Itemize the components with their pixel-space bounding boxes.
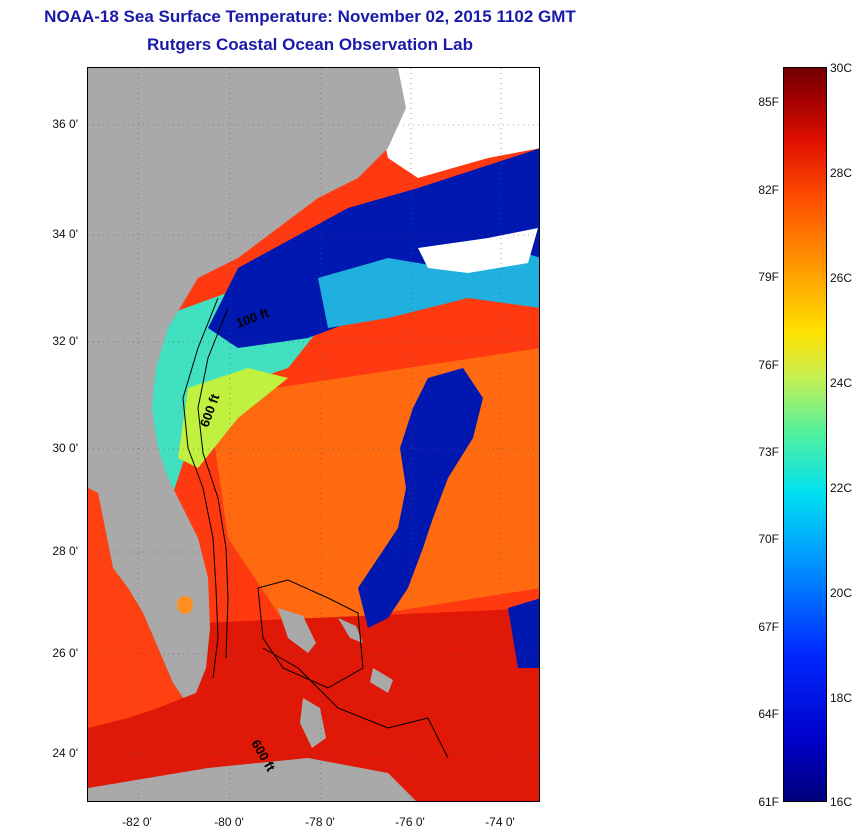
lon-label-74: -74 0' bbox=[485, 815, 515, 829]
isobath-contour bbox=[182, 297, 219, 679]
lat-label-32: 32 0' bbox=[52, 334, 78, 348]
bahamas-island bbox=[278, 608, 316, 653]
colorbar-f-label: 70F bbox=[758, 532, 779, 546]
lat-label-34: 34 0' bbox=[52, 227, 78, 241]
bahamas-island bbox=[370, 668, 393, 693]
sst-map-image: 100 ft 600 ft 600 ft bbox=[88, 68, 539, 801]
colorbar-f-label: 67F bbox=[758, 620, 779, 634]
lat-label-26: 26 0' bbox=[52, 646, 78, 660]
colorbar-c-label: 30C bbox=[830, 61, 853, 75]
lon-label-76: -76 0' bbox=[395, 815, 425, 829]
gulf-of-mexico-water bbox=[88, 488, 183, 728]
map-subtitle: Rutgers Coastal Ocean Observation Lab bbox=[147, 35, 473, 54]
colorbar-c-label: 16C bbox=[830, 795, 853, 809]
temperature-colorbar bbox=[783, 67, 827, 802]
lon-label-80: -80 0' bbox=[214, 815, 244, 829]
colorbar-c-label: 26C bbox=[830, 271, 853, 285]
colorbar-f-label: 61F bbox=[758, 795, 779, 809]
lon-label-82: -82 0' bbox=[122, 815, 152, 829]
no-data-area bbox=[368, 68, 539, 178]
cuba-land bbox=[88, 758, 416, 801]
colorbar-c-label: 20C bbox=[830, 586, 853, 600]
shelf-mixed-water bbox=[178, 368, 288, 468]
lat-label-30: 30 0' bbox=[52, 441, 78, 455]
isobath-contour bbox=[197, 307, 229, 659]
cold-patch bbox=[508, 598, 539, 668]
graticule bbox=[88, 68, 539, 801]
colorbar-f-label: 64F bbox=[758, 707, 779, 721]
cold-eddy bbox=[358, 368, 483, 628]
bahamas-island bbox=[338, 618, 363, 643]
map-title: NOAA-18 Sea Surface Temperature: Novembe… bbox=[44, 7, 576, 26]
lat-label-36: 36 0' bbox=[52, 117, 78, 131]
lon-label-78: -78 0' bbox=[305, 815, 335, 829]
colorbar-c-label: 18C bbox=[830, 691, 853, 705]
colorbar-c-label: 28C bbox=[830, 166, 853, 180]
lat-label-28: 28 0' bbox=[52, 544, 78, 558]
bahamas-island bbox=[300, 698, 326, 748]
bank-contour bbox=[257, 579, 364, 689]
colorbar-c-label: 22C bbox=[830, 481, 853, 495]
cloud-patch bbox=[418, 228, 538, 273]
sst-map: 100 ft 600 ft 600 ft bbox=[87, 67, 540, 802]
cold-coastal-water bbox=[208, 148, 539, 348]
colorbar-f-label: 85F bbox=[758, 95, 779, 109]
colorbar-f-label: 82F bbox=[758, 183, 779, 197]
colorbar-f-label: 73F bbox=[758, 445, 779, 459]
colorbar-f-label: 76F bbox=[758, 358, 779, 372]
bank-contour bbox=[262, 647, 449, 759]
lake-okeechobee bbox=[177, 596, 193, 614]
florida-georgia-carolina-land bbox=[88, 68, 406, 698]
colorbar-f-label: 79F bbox=[758, 270, 779, 284]
lat-label-24: 24 0' bbox=[52, 746, 78, 760]
colorbar-c-label: 24C bbox=[830, 376, 853, 390]
